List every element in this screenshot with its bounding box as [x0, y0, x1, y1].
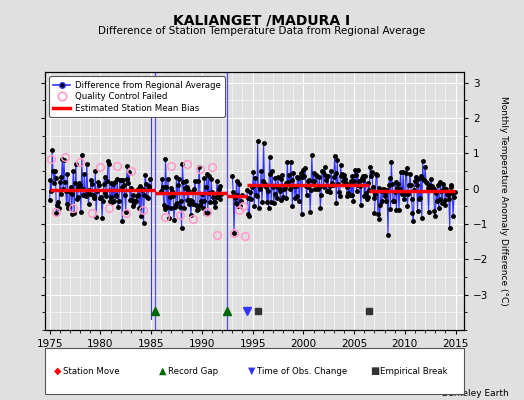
Text: ■: ■	[370, 366, 379, 376]
Text: Difference of Station Temperature Data from Regional Average: Difference of Station Temperature Data f…	[99, 26, 425, 36]
Text: KALIANGET /MADURA I: KALIANGET /MADURA I	[173, 14, 351, 28]
Text: Record Gap: Record Gap	[168, 366, 218, 376]
Text: ▲: ▲	[159, 366, 166, 376]
Y-axis label: Monthly Temperature Anomaly Difference (°C): Monthly Temperature Anomaly Difference (…	[499, 96, 508, 306]
Text: Empirical Break: Empirical Break	[380, 366, 447, 376]
Text: Station Move: Station Move	[63, 366, 119, 376]
Text: ▼: ▼	[248, 366, 255, 376]
Text: Berkeley Earth: Berkeley Earth	[442, 389, 508, 398]
Text: ◆: ◆	[54, 366, 61, 376]
Legend: Difference from Regional Average, Quality Control Failed, Estimated Station Mean: Difference from Regional Average, Qualit…	[49, 76, 225, 117]
Text: Time of Obs. Change: Time of Obs. Change	[257, 366, 347, 376]
